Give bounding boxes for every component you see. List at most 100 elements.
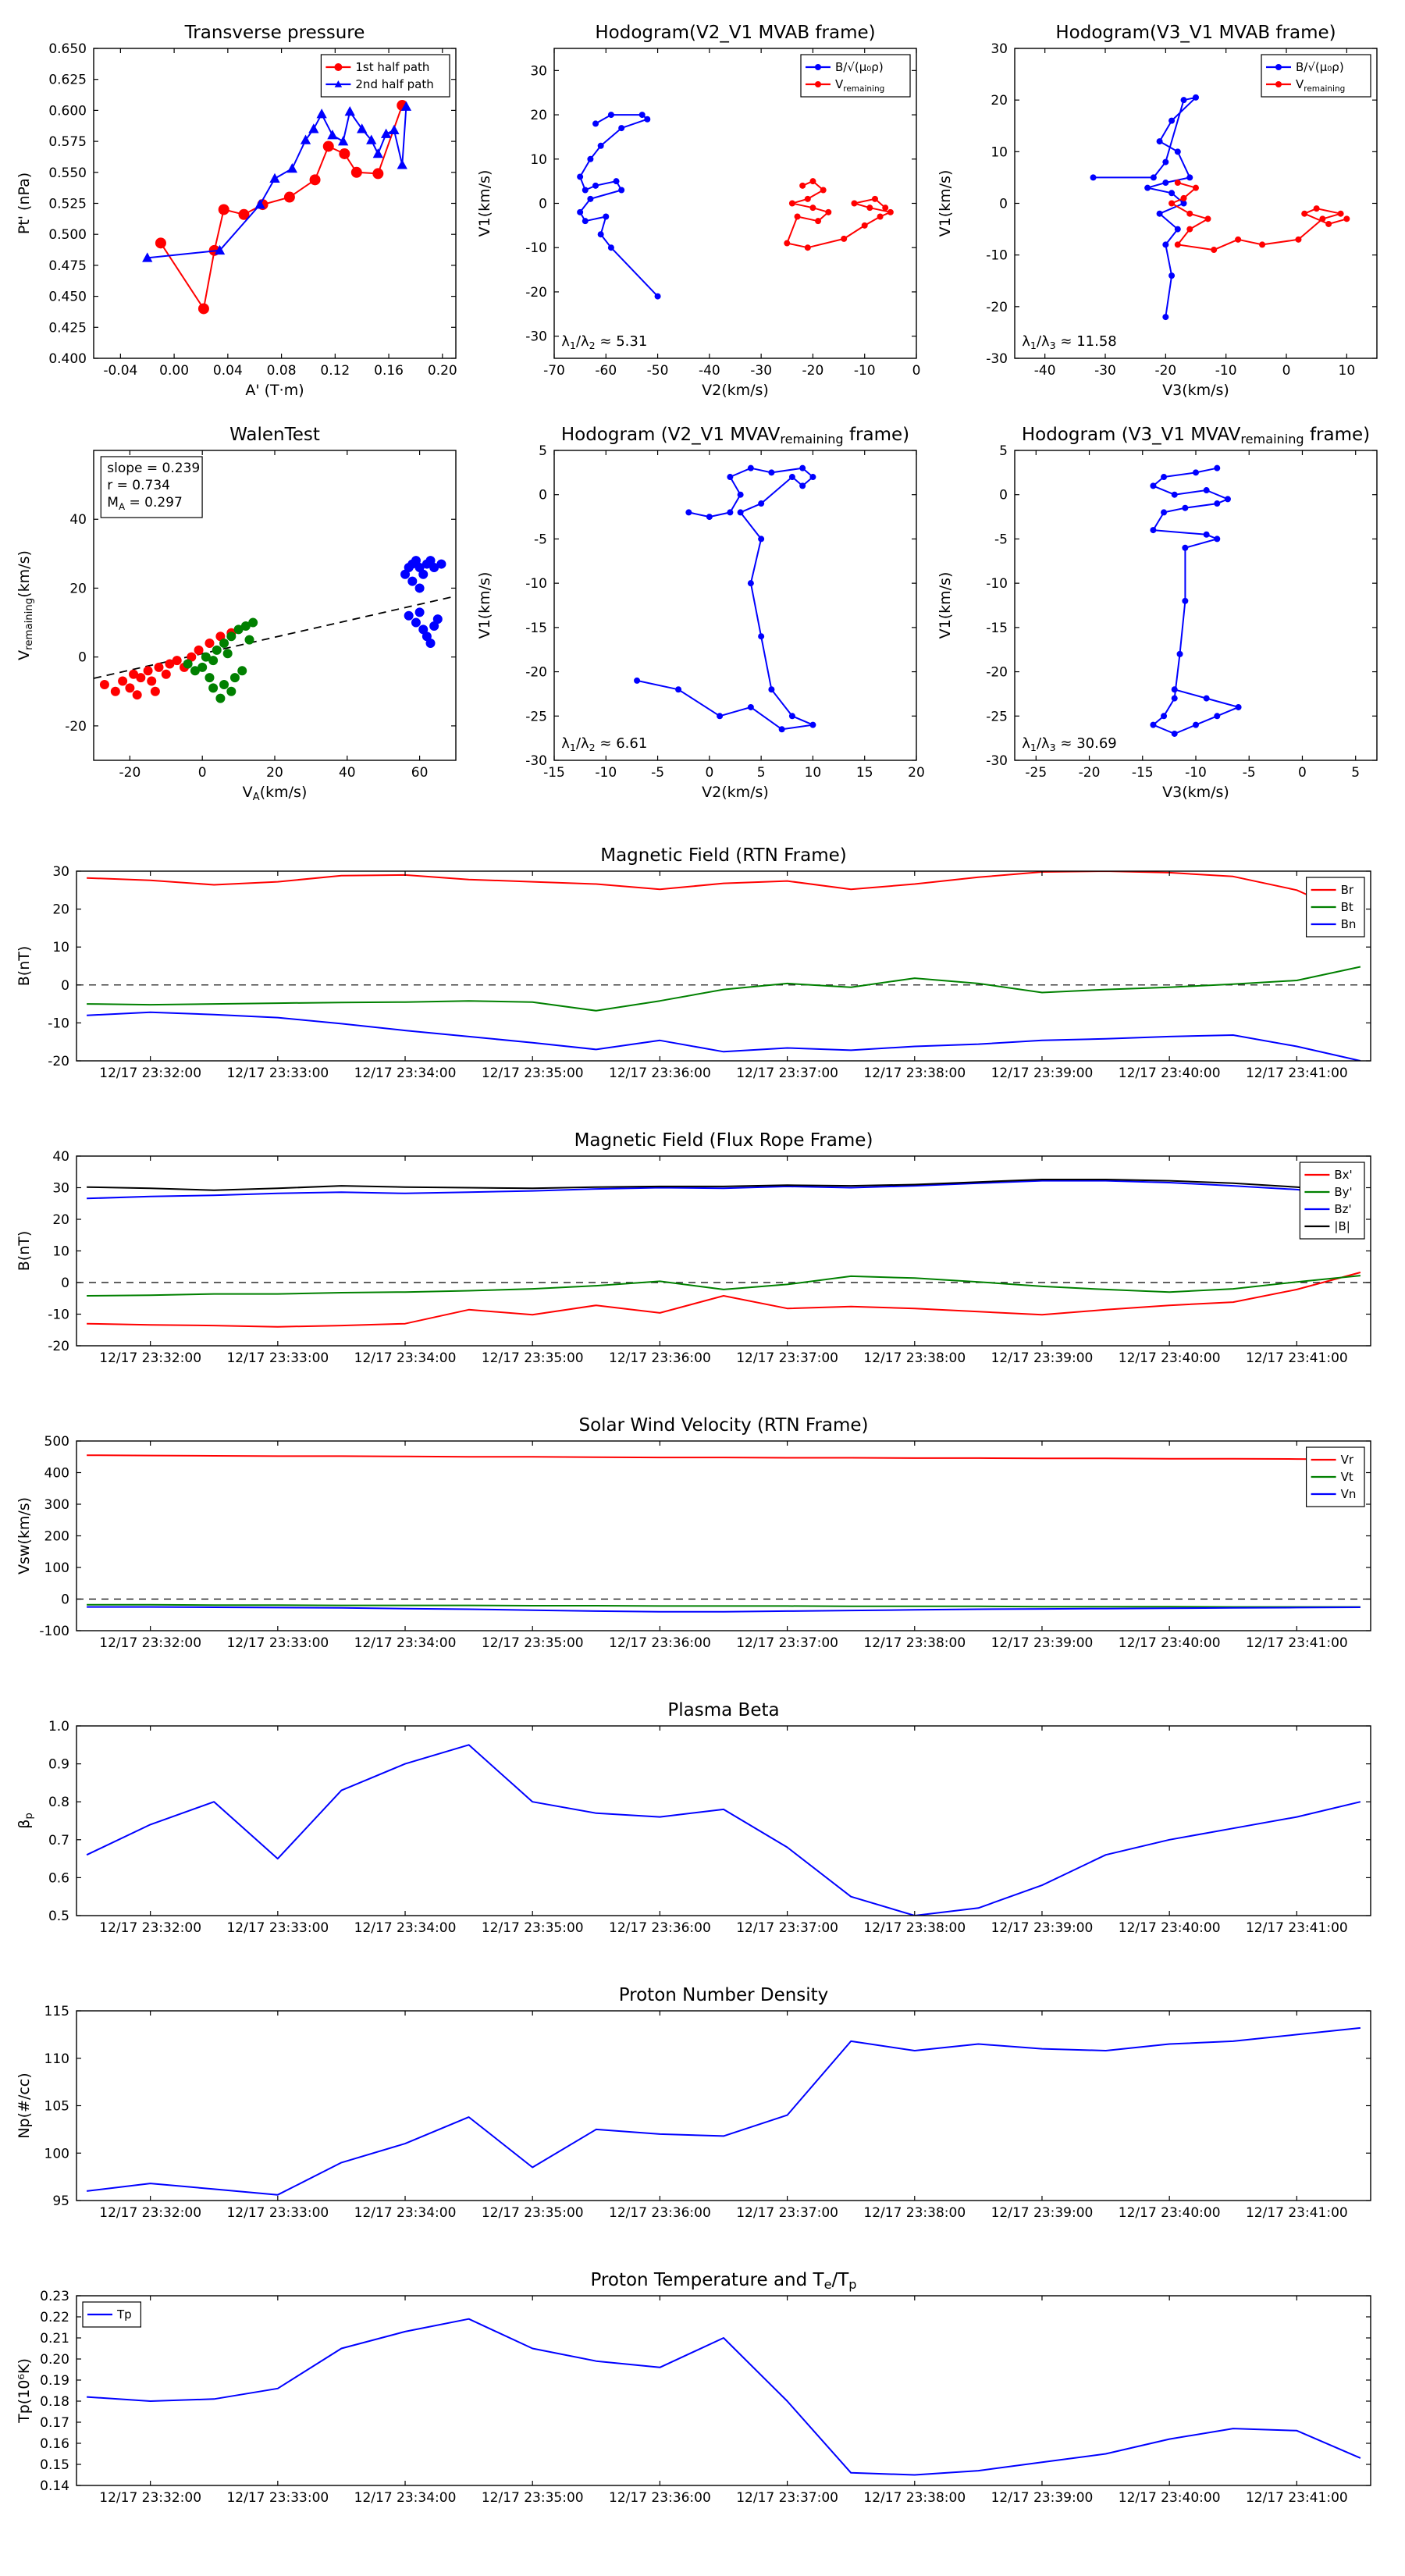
axes-frame <box>76 1440 1371 1631</box>
x-tick-label: 12/17 23:32:00 <box>99 2205 201 2221</box>
y-tick-label: 30 <box>52 1181 69 1197</box>
x-tick-label: 15 <box>856 765 873 781</box>
y-tick-label: 300 <box>44 1497 69 1513</box>
y-tick-label: -20 <box>986 665 1008 681</box>
row-mva-bottom: -20 0 20 40 60 -20 0 20 40 WalenTest VA(km/s) Vrema… <box>0 416 1405 813</box>
panel-plasma-beta: 12/17 23:32:00 12/17 23:33:00 12/17 23:34:… <box>16 1695 1389 1944</box>
x-tick-label: 12/17 23:35:00 <box>482 1066 584 1081</box>
y-tick-label: -10 <box>986 576 1008 592</box>
y-tick-label: 1.0 <box>48 1719 69 1735</box>
series-by-prime <box>87 1275 1361 1297</box>
axes-frame <box>553 450 917 761</box>
x-tick-label: 12/17 23:37:00 <box>736 1635 838 1651</box>
legend-label: B/√(μ₀ρ) <box>1296 60 1344 74</box>
x-tick-label: -10 <box>854 363 876 379</box>
series-bn <box>87 1011 1361 1061</box>
x-tick-label: 12/17 23:41:00 <box>1246 2490 1348 2506</box>
x-tick-label: 12/17 23:38:00 <box>863 2205 966 2221</box>
x-tick-label: -5 <box>1243 765 1256 781</box>
chart-title: Plasma Beta <box>667 1700 779 1720</box>
x-tick-label: 0.04 <box>213 363 243 379</box>
chart-velocity_rtn: 12/17 23:32:00 12/17 23:33:00 12/17 23:34:… <box>16 1410 1389 1656</box>
legend-label: Vn <box>1341 1487 1357 1501</box>
y-tick-label: 0.21 <box>40 2331 69 2347</box>
legend: Tp <box>82 2301 142 2328</box>
y-tick-label: 0.18 <box>40 2394 69 2410</box>
chart-title: Magnetic Field (RTN Frame) <box>600 845 847 866</box>
y-tick-label: 0.575 <box>48 134 87 150</box>
legend-label: Bt <box>1341 900 1353 914</box>
x-tick-label: 12/17 23:40:00 <box>1119 2205 1221 2221</box>
panel-magnetic-field-rtn: 12/17 23:32:00 12/17 23:33:00 12/17 23:34:… <box>16 840 1389 1089</box>
x-tick-label: 12/17 23:38:00 <box>863 1635 966 1651</box>
series-tp <box>87 2318 1361 2476</box>
x-tick-label: -40 <box>699 363 720 379</box>
x-tick-label: 12/17 23:34:00 <box>354 2490 457 2506</box>
legend: Bx' By' Bz' |B| <box>1299 1162 1365 1240</box>
y-tick-label: 10 <box>52 1244 69 1260</box>
series-bz-prime <box>87 1179 1361 1200</box>
y-tick-label: -20 <box>48 1339 69 1354</box>
x-tick-label: 5 <box>757 765 766 781</box>
annotation: λ1/λ2 ≈ 5.31 <box>561 333 647 351</box>
y-tick-label: 0.525 <box>48 197 87 212</box>
x-tick-label: 12/17 23:40:00 <box>1119 1920 1221 1936</box>
x-tick-label: 0 <box>1298 765 1307 781</box>
legend-label: Bx' <box>1334 1168 1352 1182</box>
y-tick-label: 0.650 <box>48 41 87 57</box>
y-tick-label: 20 <box>991 93 1008 109</box>
x-tick-label: 12/17 23:39:00 <box>991 2205 1094 2221</box>
x-tick-label: -40 <box>1034 363 1056 379</box>
y-tick-label: 0.600 <box>48 103 87 119</box>
axes-frame <box>76 2295 1371 2486</box>
y-tick-label: 0.625 <box>48 73 87 88</box>
legend-label: Tp <box>116 2307 132 2322</box>
x-axis-label: V3(km/s) <box>1162 784 1229 801</box>
panel-proton-temperature: 12/17 23:32:00 12/17 23:33:00 12/17 23:34:… <box>16 2265 1389 2514</box>
x-tick-label: 12/17 23:41:00 <box>1246 1920 1348 1936</box>
x-tick-label: -15 <box>543 765 565 781</box>
chart-transverse_pressure: -0.04 0.00 0.04 0.08 0.12 0.16 0.20 0.400 0.425 0… <box>16 14 468 408</box>
x-tick-label: 12/17 23:37:00 <box>736 2490 838 2506</box>
row-mva-top: -0.04 0.00 0.04 0.08 0.12 0.16 0.20 0.400 0.425 0… <box>0 14 1405 411</box>
x-tick-label: 12/17 23:41:00 <box>1246 1635 1348 1651</box>
axes-frame <box>93 450 457 761</box>
panel-hodogram-v2v1-mvab: -70 -60 -50 -40 -30 -20 -10 0 -30 -20 -10 0 10 20 30 Ho… <box>476 14 929 411</box>
y-tick-label: 30 <box>52 864 69 880</box>
y-axis-label: V1(km/s) <box>937 572 954 639</box>
x-tick-label: 10 <box>1339 363 1356 379</box>
x-tick-label: 12/17 23:40:00 <box>1119 1635 1221 1651</box>
x-tick-label: -20 <box>119 765 141 781</box>
x-tick-label: 12/17 23:39:00 <box>991 2490 1094 2506</box>
legend: Br Bt Bn <box>1305 877 1365 938</box>
legend-label: Vremaining <box>835 77 884 94</box>
axes-frame <box>1014 450 1378 761</box>
chart-hodogram_v3v1_mvab: -40 -30 -20 -10 0 10 -30 -20 -10 0 10 20 30 Hodogram(… <box>937 14 1389 408</box>
legend-label: |B| <box>1334 1219 1350 1233</box>
x-tick-label: 12/17 23:36:00 <box>609 2490 711 2506</box>
x-tick-label: 12/17 23:35:00 <box>482 2205 584 2221</box>
svg-text:r = 0.734: r = 0.734 <box>107 478 170 493</box>
y-tick-label: 0.16 <box>40 2436 69 2452</box>
legend-label: By' <box>1334 1185 1352 1199</box>
y-tick-label: -30 <box>986 753 1008 769</box>
panel-transverse-pressure: -0.04 0.00 0.04 0.08 0.12 0.16 0.20 0.400 0.425 0… <box>16 14 468 411</box>
y-tick-label: 10 <box>52 940 69 955</box>
x-tick-label: 12/17 23:34:00 <box>354 1635 457 1651</box>
legend: B/√(μ₀ρ) Vremaining <box>1261 54 1371 98</box>
x-tick-label: 12/17 23:35:00 <box>482 1635 584 1651</box>
y-tick-label: 100 <box>44 2146 69 2161</box>
x-tick-label: 0.12 <box>320 363 350 379</box>
x-tick-label: 12/17 23:39:00 <box>991 1066 1094 1081</box>
chart-title: Hodogram(V3_V1 MVAB frame) <box>1055 23 1336 43</box>
x-tick-label: 12/17 23:34:00 <box>354 1066 457 1081</box>
y-tick-label: 40 <box>52 1149 69 1165</box>
y-tick-label: 0.8 <box>48 1795 69 1810</box>
x-tick-label: 12/17 23:39:00 <box>991 1350 1094 1366</box>
chart-mag_rtn: 12/17 23:32:00 12/17 23:33:00 12/17 23:34:… <box>16 840 1389 1086</box>
x-tick-label: 12/17 23:33:00 <box>226 1920 329 1936</box>
x-tick-label: -30 <box>750 363 772 379</box>
svg-text:slope = 0.239: slope = 0.239 <box>107 461 200 476</box>
x-axis-label: V2(km/s) <box>702 784 769 801</box>
